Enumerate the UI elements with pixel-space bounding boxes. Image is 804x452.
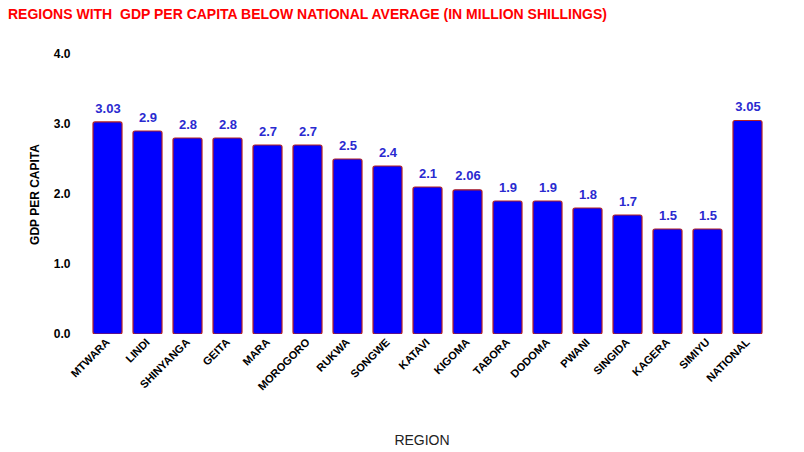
svg-text:2.4: 2.4 <box>379 145 398 160</box>
svg-text:GDP PER CAPITA: GDP PER CAPITA <box>28 144 42 245</box>
svg-text:MOROGORO: MOROGORO <box>255 336 312 393</box>
svg-text:DODOMA: DODOMA <box>508 336 552 380</box>
svg-text:MTWARA: MTWARA <box>68 336 112 380</box>
svg-text:2.1: 2.1 <box>419 166 437 181</box>
svg-text:PWANI: PWANI <box>558 336 592 370</box>
svg-text:MARA: MARA <box>240 336 272 368</box>
svg-text:TABORA: TABORA <box>471 336 512 377</box>
svg-text:1.5: 1.5 <box>699 208 717 223</box>
svg-text:KATAVI: KATAVI <box>396 336 432 372</box>
svg-text:2.8: 2.8 <box>219 117 237 132</box>
html-text:REGIONS WITH GDP PER CAPITA BE: REGIONS WITH GDP PER CAPITA BELOW NATION… <box>8 6 607 22</box>
svg-text:SONGWE: SONGWE <box>348 336 392 380</box>
svg-text:GEITA: GEITA <box>200 336 232 368</box>
svg-text:2.5: 2.5 <box>339 138 357 153</box>
svg-text:3.0: 3.0 <box>54 117 71 131</box>
svg-text:NATIONAL: NATIONAL <box>704 336 752 384</box>
svg-text:1.8: 1.8 <box>579 187 597 202</box>
svg-text:2.0: 2.0 <box>54 187 71 201</box>
svg-text:1.9: 1.9 <box>539 180 557 195</box>
svg-text:LINDI: LINDI <box>123 336 152 365</box>
svg-text:RUKWA: RUKWA <box>314 336 352 374</box>
svg-text:1.5: 1.5 <box>659 208 677 223</box>
svg-text:4.0: 4.0 <box>54 47 71 61</box>
svg-text:2.7: 2.7 <box>299 124 317 139</box>
html-text:REGION: REGION <box>394 432 450 448</box>
svg-text:KAGERA: KAGERA <box>630 336 672 378</box>
svg-text:2.7: 2.7 <box>259 124 277 139</box>
svg-text:3.05: 3.05 <box>735 99 760 114</box>
svg-text:2.9: 2.9 <box>139 110 157 125</box>
svg-text:1.9: 1.9 <box>499 180 517 195</box>
svg-text:1.0: 1.0 <box>54 257 71 271</box>
svg-text:2.06: 2.06 <box>455 168 480 183</box>
svg-text:SIMIYU: SIMIYU <box>677 336 712 371</box>
svg-text:3.03: 3.03 <box>95 101 120 116</box>
svg-text:KIGOMA: KIGOMA <box>431 336 471 376</box>
svg-text:1.7: 1.7 <box>619 194 637 209</box>
svg-text:SINGIDA: SINGIDA <box>591 336 632 377</box>
svg-text:0.0: 0.0 <box>54 327 71 341</box>
svg-text:SHINYANGA: SHINYANGA <box>137 336 191 390</box>
svg-text:2.8: 2.8 <box>179 117 197 132</box>
